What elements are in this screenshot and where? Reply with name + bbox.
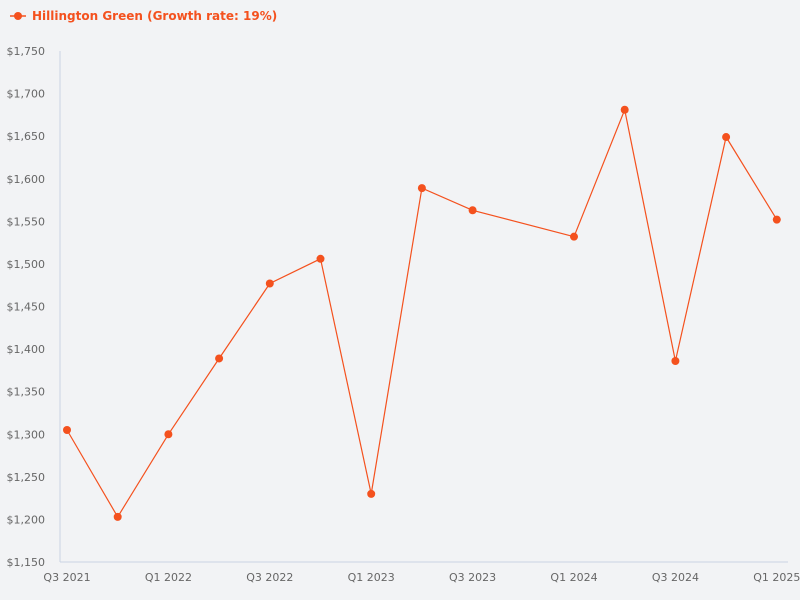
y-tick-label: $1,550	[7, 215, 46, 228]
x-tick-label: Q1 2023	[348, 571, 395, 584]
y-tick-label: $1,500	[7, 258, 46, 271]
legend-label: Hillington Green (Growth rate: 19%)	[32, 9, 278, 23]
data-point[interactable]	[164, 430, 173, 439]
data-point[interactable]	[671, 357, 680, 366]
data-point[interactable]	[772, 215, 781, 224]
x-tick-label: Q1 2024	[550, 571, 597, 584]
data-point[interactable]	[215, 354, 224, 363]
y-tick-label: $1,450	[7, 301, 46, 314]
legend[interactable]: Hillington Green (Growth rate: 19%)	[10, 9, 277, 23]
data-point[interactable]	[316, 254, 325, 263]
x-tick-label: Q3 2022	[246, 571, 293, 584]
x-tick-label: Q3 2021	[43, 571, 90, 584]
data-point[interactable]	[113, 512, 122, 521]
data-point[interactable]	[620, 105, 629, 114]
data-point[interactable]	[570, 232, 578, 241]
y-tick-label: $1,350	[7, 386, 46, 399]
data-point[interactable]	[265, 279, 274, 288]
x-tick-label: Q3 2024	[652, 571, 699, 584]
data-point[interactable]	[468, 206, 477, 215]
y-tick-label: $1,650	[7, 130, 46, 143]
data-point[interactable]	[417, 184, 426, 193]
y-tick-label: $1,250	[7, 471, 46, 484]
y-tick-label: $1,150	[7, 556, 46, 569]
x-tick-label: Q1 2025	[753, 571, 800, 584]
data-point[interactable]	[367, 489, 376, 498]
data-point[interactable]	[63, 425, 71, 434]
series-hillington-green	[63, 105, 781, 521]
y-axis: $1,150 $1,200 $1,250 $1,300 $1,350 $1,400 $1,4…	[7, 45, 61, 569]
x-tick-label: Q3 2023	[449, 571, 496, 584]
x-axis: Q3 2021 Q1 2022 Q3 2022 Q1 2023 Q3 2023 Q1 20…	[43, 561, 800, 584]
legend-marker-icon	[10, 12, 26, 20]
y-tick-label: $1,750	[7, 45, 46, 58]
y-tick-label: $1,600	[7, 173, 46, 186]
y-tick-label: $1,200	[7, 513, 46, 526]
y-tick-label: $1,300	[7, 428, 46, 441]
x-tick-label: Q1 2022	[145, 571, 192, 584]
data-point[interactable]	[722, 133, 731, 142]
series-line	[66, 107, 778, 519]
y-tick-label: $1,700	[7, 88, 46, 101]
y-tick-label: $1,400	[7, 343, 46, 356]
